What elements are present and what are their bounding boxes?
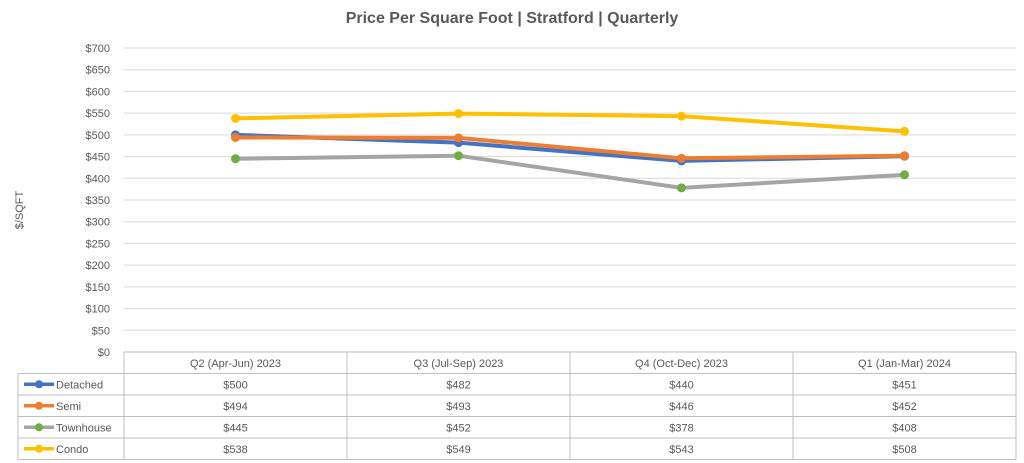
x-category-label: Q4 (Oct-Dec) 2023 (635, 358, 728, 370)
data-point-townhouse (454, 151, 463, 161)
y-tick-label: $100 (86, 304, 110, 316)
table-cell-value: $446 (669, 401, 693, 413)
data-point-condo (677, 111, 686, 121)
y-tick-label: $300 (86, 217, 110, 229)
legend-key-marker (35, 423, 43, 432)
table-cell-value: $440 (669, 379, 693, 391)
table-cell-value: $494 (223, 401, 247, 413)
table-cell-value: $482 (446, 379, 470, 391)
y-tick-label: $200 (86, 260, 110, 272)
y-tick-label: $450 (86, 152, 110, 164)
data-point-condo (900, 126, 909, 136)
y-tick-label: $150 (86, 282, 110, 294)
y-tick-label: $700 (86, 43, 110, 55)
legend-series-name: Condo (56, 444, 88, 456)
data-point-condo (454, 109, 463, 119)
legend-series-name: Semi (56, 401, 81, 413)
legend-key-marker (35, 401, 43, 410)
series-line-condo (233, 111, 907, 134)
table-cell-value: $452 (446, 422, 470, 434)
data-point-condo (231, 113, 240, 123)
y-tick-label: $600 (86, 86, 110, 98)
data-point-townhouse (900, 170, 909, 180)
table-cell-value: $408 (892, 422, 916, 434)
table-cell-value: $452 (892, 401, 916, 413)
data-point-semi (454, 133, 463, 143)
table-cell-value: $543 (669, 444, 693, 456)
table-cell-value: $378 (669, 422, 693, 434)
table-cell-value: $445 (223, 422, 247, 434)
x-category-label: Q1 (Jan-Mar) 2024 (858, 358, 951, 370)
y-tick-label: $50 (92, 325, 110, 337)
data-point-semi (231, 132, 240, 142)
y-tick-label: $550 (86, 108, 110, 120)
table-cell-value: $508 (892, 444, 916, 456)
legend-key-marker (35, 380, 43, 389)
table-cell-value: $500 (223, 379, 247, 391)
data-point-semi (677, 153, 686, 163)
table-cell-value: $451 (892, 379, 916, 391)
chart-title: Price Per Square Foot | Stratford | Quar… (345, 10, 679, 27)
table-cell-value: $549 (446, 444, 470, 456)
series-line-semi (233, 135, 907, 161)
y-tick-label: $350 (86, 195, 110, 207)
y-tick-label: $400 (86, 173, 110, 185)
x-category-label: Q2 (Apr-Jun) 2023 (190, 358, 281, 370)
legend-key-marker (35, 444, 43, 453)
x-category-label: Q3 (Jul-Sep) 2023 (414, 358, 504, 370)
y-tick-label: $0 (98, 347, 110, 359)
legend-series-name: Townhouse (56, 422, 112, 434)
y-tick-label: $250 (86, 238, 110, 250)
y-tick-label: $500 (86, 130, 110, 142)
data-point-townhouse (231, 154, 240, 164)
table-cell-value: $538 (223, 444, 247, 456)
y-tick-label: $650 (86, 65, 110, 77)
data-point-townhouse (677, 183, 686, 193)
table-cell-value: $493 (446, 401, 470, 413)
legend-series-name: Detached (56, 379, 103, 391)
data-point-semi (900, 151, 909, 161)
series-line-townhouse (233, 153, 907, 190)
